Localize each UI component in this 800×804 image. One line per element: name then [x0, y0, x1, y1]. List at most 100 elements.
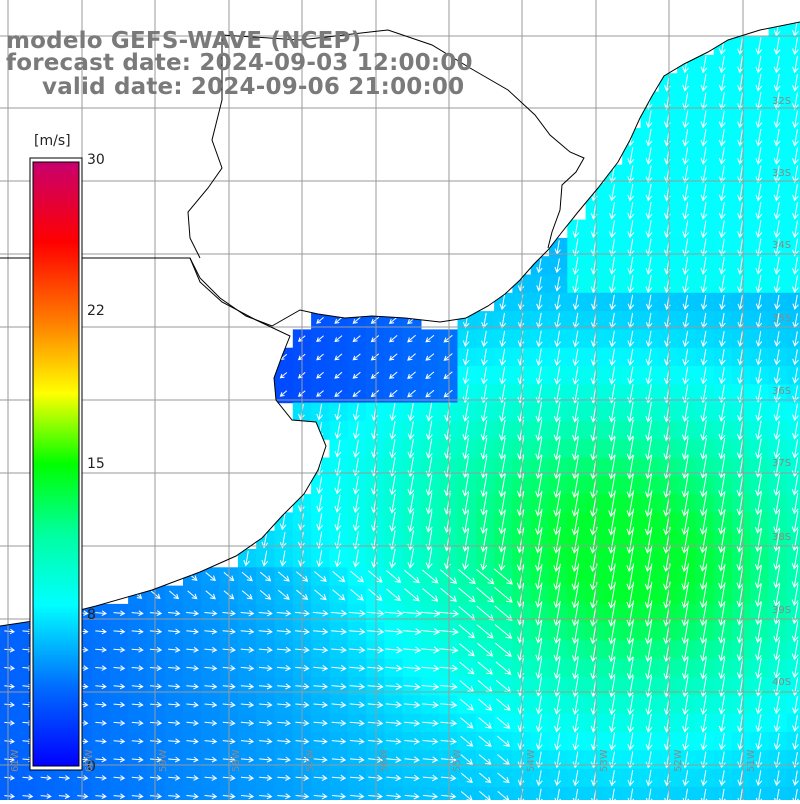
- wind-arrow: [553, 638, 561, 662]
- wind-arrow: [499, 330, 507, 348]
- wind-arrow: [404, 569, 420, 584]
- wind-cell: [494, 786, 513, 804]
- wind-arrow: [475, 568, 495, 585]
- wind-arrow: [334, 335, 343, 343]
- wind-arrow: [608, 472, 616, 499]
- wind-arrow: [644, 508, 653, 536]
- wind-arrow: [791, 421, 799, 440]
- wind-arrow: [204, 628, 218, 635]
- wind-arrow: [718, 202, 726, 220]
- wind-arrow: [496, 735, 511, 747]
- wind-arrow: [204, 701, 218, 708]
- wind-arrow: [645, 366, 653, 385]
- wind-arrow: [421, 646, 440, 654]
- wind-arrow: [402, 609, 422, 617]
- wind-arrow: [386, 774, 402, 782]
- wind-arrow: [627, 401, 634, 423]
- wind-arrow: [367, 701, 384, 709]
- wind-arrow: [443, 371, 453, 380]
- wind-arrow: [755, 202, 763, 220]
- wind-arrow: [682, 74, 690, 92]
- wind-arrow: [792, 367, 799, 384]
- wind-arrow: [131, 665, 144, 671]
- wind-arrow: [700, 165, 708, 184]
- wind-arrow: [113, 720, 126, 726]
- wind-cell: [786, 274, 800, 294]
- wind-cell: [164, 786, 184, 804]
- wind-arrow: [370, 353, 380, 361]
- wind-arrow: [792, 733, 799, 750]
- lon-label-56w: 56W: [379, 749, 390, 772]
- wind-arrow: [40, 793, 52, 799]
- wind-arrow: [495, 661, 512, 675]
- wind-arrow: [404, 774, 420, 782]
- wind-arrow: [4, 628, 15, 635]
- wind-arrow: [259, 793, 273, 800]
- wind-arrow: [370, 371, 380, 379]
- wind-arrow: [792, 183, 799, 202]
- wind-arrow: [478, 772, 492, 784]
- wind-arrow: [571, 490, 580, 517]
- wind-arrow: [718, 601, 726, 626]
- wind-arrow: [571, 472, 580, 499]
- wind-cell: [128, 786, 147, 804]
- wind-arrow: [700, 55, 708, 74]
- wind-arrow: [535, 601, 543, 626]
- wind-arrow: [352, 476, 360, 495]
- wind-arrow: [755, 74, 763, 92]
- wind-arrow: [352, 494, 360, 514]
- wind-arrow: [368, 588, 383, 601]
- wind-arrow: [719, 294, 726, 310]
- wind-arrow: [276, 646, 292, 653]
- wind-arrow: [572, 330, 580, 348]
- wind-arrow: [131, 793, 144, 800]
- wind-arrow: [718, 545, 726, 572]
- lon-label-58w: 58W: [231, 749, 242, 772]
- wind-arrow: [609, 202, 616, 220]
- wind-arrow: [389, 403, 397, 422]
- wind-arrow: [736, 695, 744, 715]
- lat-label-36s: 36S: [772, 386, 792, 397]
- wind-arrow: [368, 756, 384, 763]
- wind-arrow: [609, 770, 616, 787]
- wind-arrow: [462, 528, 470, 552]
- wind-arrow: [149, 628, 163, 635]
- wind-arrow: [95, 775, 107, 781]
- wind-arrow: [644, 472, 653, 499]
- wind-arrow: [553, 401, 561, 423]
- wind-arrow: [737, 367, 744, 385]
- wind-arrow: [279, 372, 288, 379]
- wind-arrow: [168, 701, 181, 708]
- wind-arrow: [554, 366, 561, 385]
- wind-arrow: [259, 719, 273, 727]
- wind-arrow: [368, 738, 384, 745]
- wind-arrow: [553, 419, 561, 442]
- wind-arrow: [645, 454, 653, 480]
- wind-arrow: [366, 628, 385, 636]
- wind-arrow: [718, 455, 726, 479]
- wind-arrow: [438, 609, 460, 617]
- wind-arrow: [736, 657, 744, 679]
- wind-arrow: [608, 619, 616, 645]
- wind-arrow: [791, 621, 799, 643]
- wind-arrow: [737, 55, 744, 74]
- wind-arrow: [700, 294, 708, 310]
- wind-arrow: [700, 384, 708, 404]
- wind-arrow: [440, 737, 457, 745]
- wind-arrow: [682, 695, 689, 715]
- wind-cell: [786, 292, 800, 312]
- wind-arrow: [334, 440, 342, 458]
- wind-arrow: [168, 738, 181, 745]
- wind-arrow: [536, 258, 543, 274]
- wind-arrow: [439, 683, 458, 691]
- wind-arrow: [407, 353, 416, 361]
- wind-arrow: [95, 646, 107, 653]
- wind-arrow: [571, 508, 580, 536]
- wind-cell: [786, 549, 800, 568]
- wind-arrow: [700, 128, 708, 147]
- lon-label-61w: 61W: [10, 749, 21, 772]
- wind-arrow: [736, 420, 744, 441]
- border-line: [221, 29, 585, 249]
- wind-cell: [786, 36, 800, 56]
- wind-arrow: [388, 371, 398, 379]
